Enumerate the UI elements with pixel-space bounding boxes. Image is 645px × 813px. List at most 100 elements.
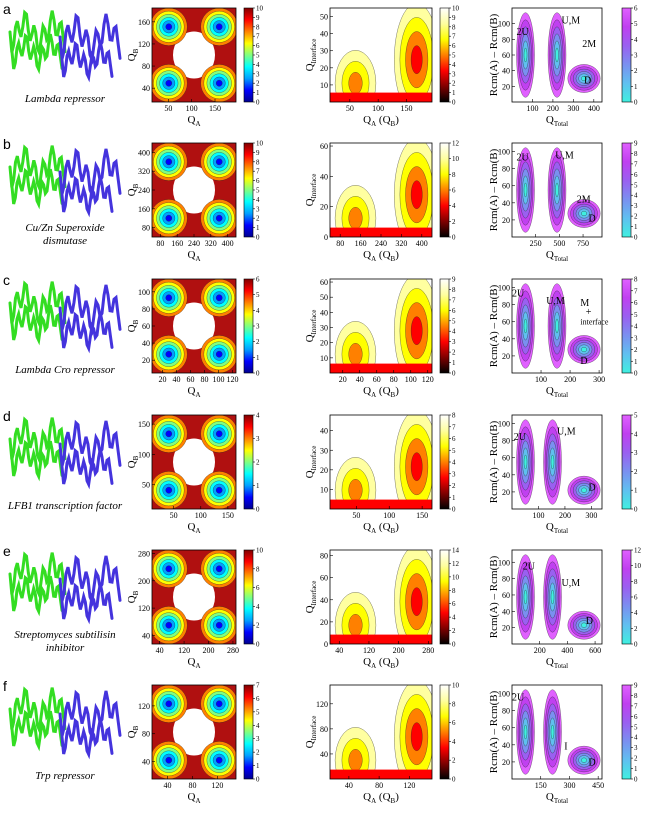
plot-area [512,415,602,509]
protein-name: LFB1 transcription factor [7,500,123,512]
y-tick-label: 40 [320,30,328,39]
x-axis-label-part: Q [546,521,554,533]
colorbar-tick-label: 5 [452,52,456,60]
y-tick-label: 50 [142,481,150,490]
x-axis-label-part: Q [546,249,554,261]
y-axis-label-part: Q [126,324,138,332]
colorbar-tick-label: 3 [256,435,260,443]
contour-region [165,756,173,764]
x-axis-label: QA (QB) [363,656,399,670]
colorbar [621,142,632,238]
colorbar-tick-label: 4 [256,412,260,420]
y-tick-label: 10 [320,485,328,494]
x-axis-label-part: B [391,255,396,263]
y-axis-label: QInterface [304,174,318,207]
y-tick-label: 160 [138,18,150,27]
plot-area [512,550,602,644]
x-tick-label: 150 [401,104,413,113]
x-axis-label: QTotal [546,656,568,670]
contour-region [215,350,223,358]
colorbar-tick-label: 9 [452,276,456,284]
colorbar-tick-label: 10 [452,573,460,581]
colorbar-tick-label: 5 [634,311,638,319]
x-tick-label: 300 [567,104,579,113]
protein-chain [8,144,67,194]
colorbar-tick-label: 3 [634,334,638,342]
colorbar-tick-label: 2 [452,482,456,490]
colorbar-tick-label: 5 [634,20,638,28]
state-annotation: D [589,214,596,225]
x-axis-label: QTotal [546,249,568,263]
x-tick-label: 40 [156,646,164,655]
x-tick-label: 80 [188,781,196,790]
colorbar-tick-label: 5 [452,447,456,455]
colorbar-tick-label: 3 [256,70,260,78]
x-axis-label-part: Q [363,114,371,126]
colorbar-tick-label: 2 [256,215,260,223]
axes-frame [329,414,433,510]
colorbar-tick-label: 8 [452,700,456,708]
x-tick-label: 120 [403,781,415,790]
x-axis-label-part: ) [395,521,399,533]
protein-chain [10,167,64,210]
y-tick-label: 80 [320,725,328,734]
y-tick-label: 20 [502,624,510,633]
y-tick-label: 0 [324,233,328,242]
y-axis-label-part: Q [304,470,316,478]
colorbar-tick-label: 6 [634,594,638,602]
colorbar [243,278,254,374]
colorbar-tick-label: 5 [634,181,638,189]
protein-name: Lambda repressor [24,93,106,105]
y-axis-label-part: B [132,48,140,53]
colorbar-tick-label: 0 [256,99,260,107]
x-axis-label-part: Q [363,791,371,803]
colorbar-tick-label: 8 [452,23,456,31]
protein-chain [60,40,114,83]
plot-area [512,279,602,373]
colorbar-tick-label: 4 [452,459,456,467]
protein-chain [58,283,122,336]
colorbar-tick-label: 6 [256,177,260,185]
contour-region [330,92,432,102]
colorbar-tick-label: 3 [634,449,638,457]
contour-region [215,565,223,573]
y-tick-label: 40 [320,596,328,605]
protein-chain [58,12,122,65]
protein-chain [60,175,114,218]
y-axis-label-part: Q [304,605,316,613]
colorbar-tick-label: 3 [256,735,260,743]
y-tick-label: 160 [138,205,150,214]
colorbar-tick-label: 8 [634,578,638,586]
contour-region [410,722,423,751]
panel-letter: b [3,136,11,152]
protein-name: Streptomyces subtilisin [14,629,116,641]
colorbar-tick-label: 1 [256,482,260,490]
contour-region [215,214,223,222]
protein-name: inhibitor [46,642,85,654]
x-tick-label: 200 [203,646,215,655]
y-tick-label: 20 [320,203,328,212]
colorbar-tick-label: 2 [452,627,456,635]
x-axis-label-part: B [391,120,396,128]
colorbar-tick-label: 2 [256,622,260,630]
colorbar-tick-label: 0 [256,506,260,514]
colorbar-tick-label: 0 [452,506,456,514]
plot-area [330,143,432,237]
colorbar-tick-label: 4 [256,722,260,730]
contour-region [348,614,363,637]
x-axis-label-part: A [195,527,200,535]
protein-name: Cu/Zn Superoxide [25,222,104,234]
colorbar-tick-label: 3 [256,205,260,213]
colorbar-tick-label: 10 [634,562,642,570]
axes-frame [511,278,603,374]
y-tick-label: 150 [138,420,150,429]
colorbar-tick-label: 2 [452,80,456,88]
state-annotation: M [580,298,589,309]
colorbar [243,414,254,510]
x-axis-label-part: A [371,120,376,128]
x-axis-label-part: Q [546,114,554,126]
x-tick-label: 240 [375,239,387,248]
panel-letter: d [3,408,11,424]
axes-frame [329,684,433,780]
